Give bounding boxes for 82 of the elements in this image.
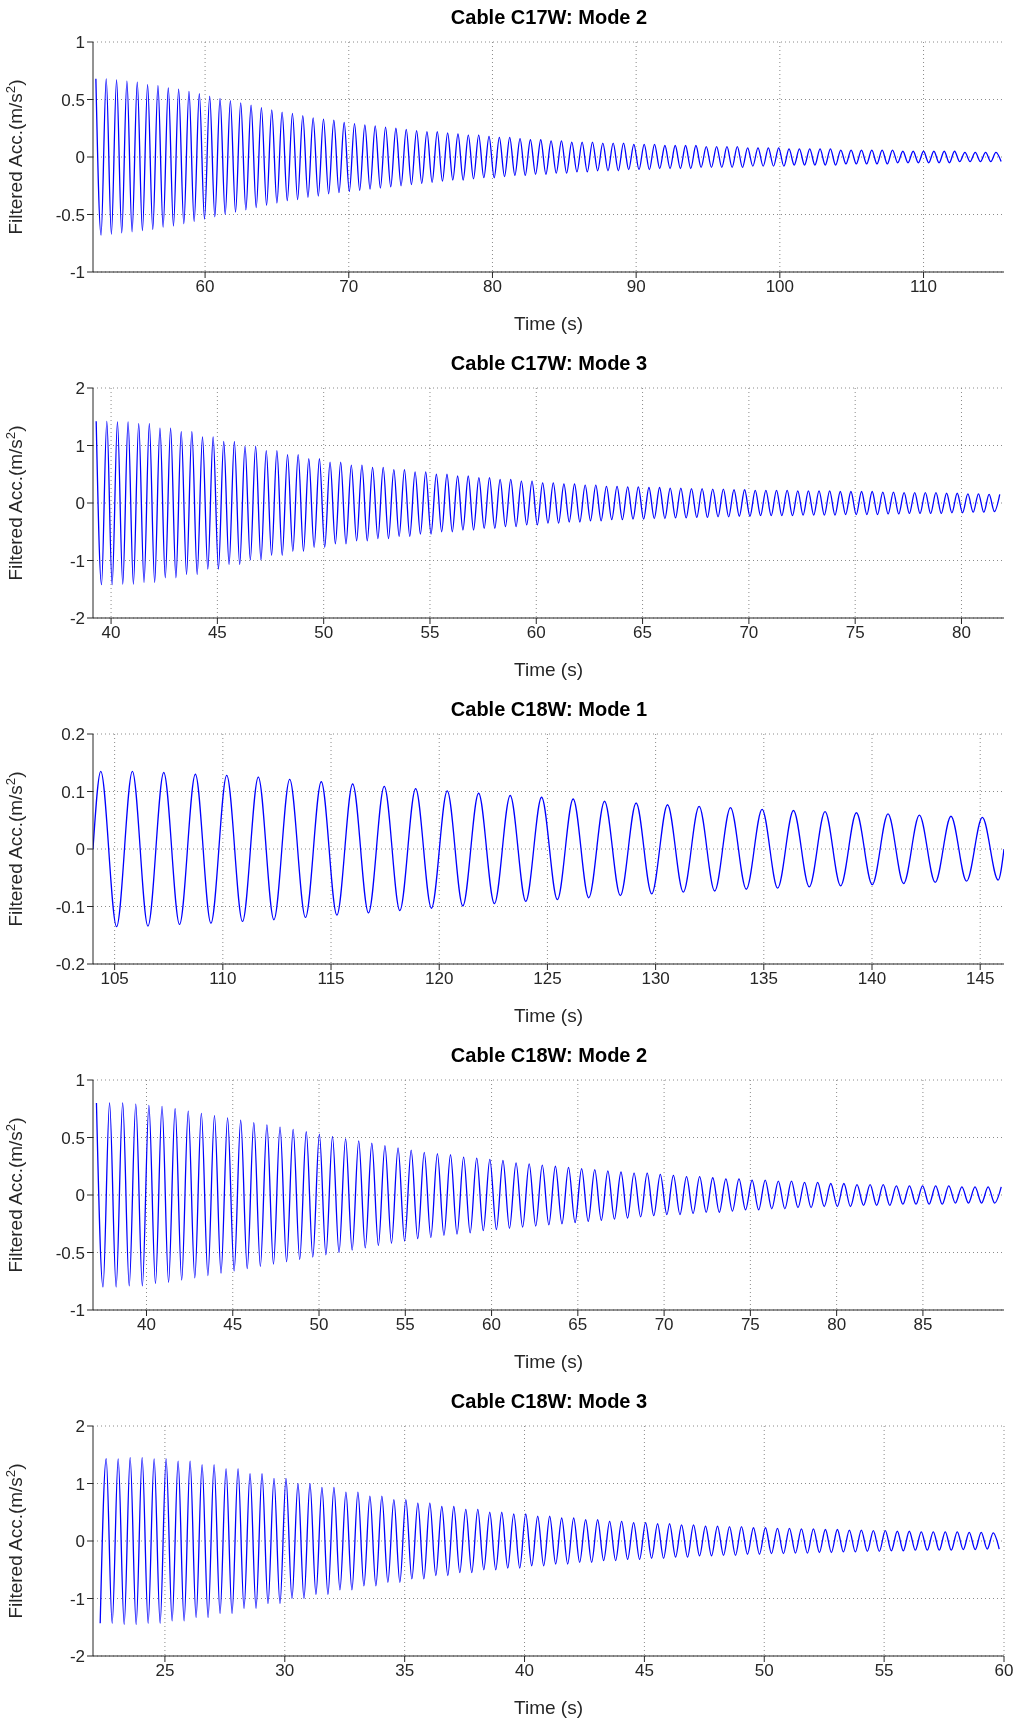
x-axis-title: Time (s) [514, 1351, 583, 1372]
x-axis-title: Time (s) [514, 1697, 583, 1718]
x-tick-label: 65 [568, 1315, 588, 1335]
x-tick-label: 45 [207, 623, 227, 643]
x-tick-label: 75 [845, 623, 865, 643]
y-tick-label: 1 [75, 33, 85, 53]
y-tick-label: 1 [75, 1071, 85, 1091]
x-tick-label: 70 [654, 1315, 674, 1335]
y-tick-label: 1 [75, 1474, 85, 1494]
y-tick-label: 0.1 [61, 782, 85, 802]
line-series [95, 420, 1001, 586]
chart-title: Cable C18W: Mode 1 [449, 697, 649, 722]
x-tick-label: 65 [633, 623, 653, 643]
x-tick-label: 125 [533, 969, 562, 989]
y-tick-label: 0 [75, 1186, 85, 1206]
y-tick-label: 0 [75, 1532, 85, 1552]
y-tick-label: -0.2 [55, 955, 85, 975]
x-tick-label: 55 [420, 623, 440, 643]
y-tick-label: -1 [69, 263, 85, 283]
x-tick-label: 60 [195, 277, 215, 297]
x-tick-label: 40 [515, 1661, 534, 1681]
x-tick-label: 55 [874, 1661, 894, 1681]
chart-title: Cable C18W: Mode 2 [449, 1043, 649, 1068]
x-tick-label: 80 [483, 277, 502, 297]
x-tick-label: 70 [739, 623, 759, 643]
y-tick-label: 0 [75, 494, 85, 514]
x-tick-label: 40 [137, 1315, 156, 1335]
x-tick-label: 45 [634, 1661, 654, 1681]
x-tick-label: 135 [749, 969, 778, 989]
x-tick-label: 130 [641, 969, 670, 989]
y-tick-label: -1 [69, 1589, 85, 1609]
y-tick-label: 0 [75, 148, 85, 168]
x-tick-label: 70 [339, 277, 359, 297]
x-tick-label: 50 [754, 1661, 774, 1681]
x-tick-label: 60 [482, 1315, 502, 1335]
x-tick-label: 75 [740, 1315, 760, 1335]
x-tick-label: 115 [317, 969, 345, 989]
y-tick-label: -1 [69, 1301, 85, 1321]
x-tick-label: 145 [966, 969, 995, 989]
y-tick-label: 1 [75, 436, 85, 456]
x-tick-label: 120 [425, 969, 454, 989]
chart-title: Cable C17W: Mode 2 [449, 5, 649, 30]
line-series [99, 1456, 1000, 1626]
x-tick-label: 85 [913, 1315, 933, 1335]
x-axis-title: Time (s) [514, 659, 583, 680]
y-tick-label: -1 [69, 551, 85, 571]
x-tick-label: 110 [909, 277, 938, 297]
y-tick-label: -2 [69, 609, 85, 629]
x-axis-title: Time (s) [514, 313, 583, 334]
y-tick-label: 2 [75, 379, 85, 399]
x-tick-label: 80 [952, 623, 971, 643]
x-tick-label: 110 [209, 969, 237, 989]
line-series [95, 78, 1002, 236]
x-tick-label: 90 [626, 277, 646, 297]
x-tick-label: 100 [765, 277, 795, 297]
x-tick-label: 105 [100, 969, 129, 989]
x-tick-label: 35 [395, 1661, 415, 1681]
y-tick-label: -2 [69, 1647, 85, 1667]
x-tick-label: 60 [994, 1661, 1014, 1681]
x-tick-label: 50 [314, 623, 334, 643]
y-tick-label: 0 [75, 840, 85, 860]
line-series [93, 770, 1004, 928]
chart-title: Cable C17W: Mode 3 [449, 351, 649, 376]
x-tick-label: 55 [395, 1315, 415, 1335]
y-tick-label: -0.5 [55, 205, 85, 225]
x-tick-label: 60 [526, 623, 546, 643]
x-tick-label: 140 [857, 969, 887, 989]
y-tick-label: -0.1 [55, 897, 85, 917]
y-tick-label: 2 [75, 1417, 85, 1437]
x-tick-label: 45 [223, 1315, 243, 1335]
x-tick-label: 40 [101, 623, 121, 643]
y-tick-label: -0.5 [55, 1243, 85, 1263]
chart-title: Cable C18W: Mode 3 [449, 1389, 649, 1414]
line-series [95, 1102, 1002, 1288]
x-tick-label: 80 [827, 1315, 847, 1335]
y-tick-label: 0.2 [61, 725, 85, 745]
x-tick-label: 50 [309, 1315, 329, 1335]
x-tick-label: 30 [275, 1661, 295, 1681]
x-tick-label: 25 [155, 1661, 175, 1681]
x-axis-title: Time (s) [514, 1005, 583, 1026]
y-tick-label: 0.5 [61, 90, 85, 110]
y-tick-label: 0.5 [61, 1128, 85, 1148]
